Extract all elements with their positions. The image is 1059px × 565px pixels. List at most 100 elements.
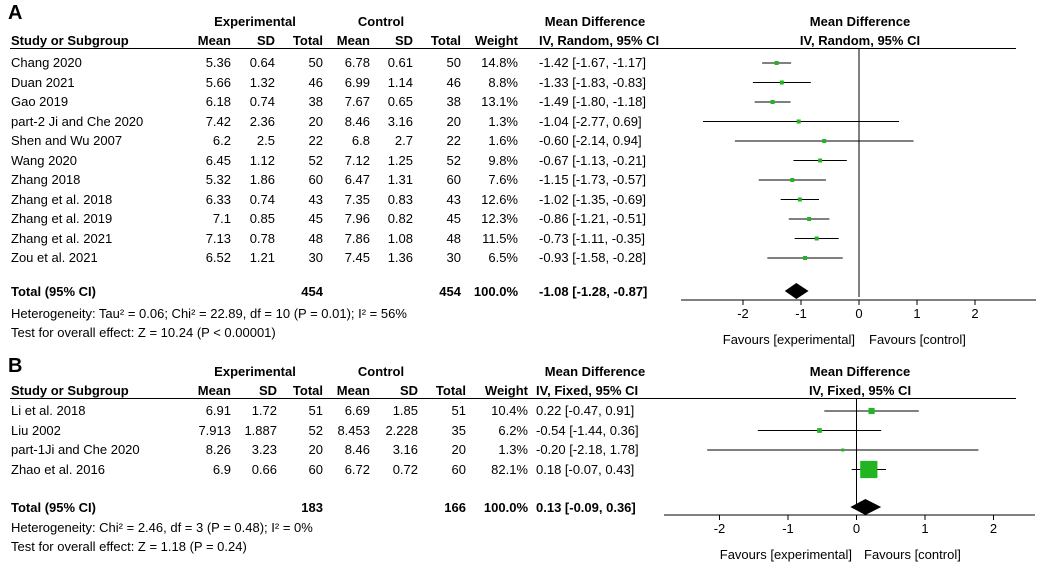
total-ctrl-n: 166 (444, 500, 466, 515)
x-axis-tick-label: 2 (990, 521, 997, 536)
ctrl-mean: 7.96 (344, 211, 370, 226)
forest-plot-a: -2 -1 0 1 2 (681, 48, 1036, 321)
total-ci: 0.13 [-0.09, 0.36] (536, 500, 636, 515)
study-name: Zhao et al. 2016 (11, 461, 105, 477)
exp-total: 45 (308, 211, 323, 226)
exp-total: 22 (308, 133, 323, 148)
weight: 13.1% (481, 94, 518, 109)
control-header: Control (357, 364, 405, 379)
study-marker (814, 236, 819, 241)
study-marker (841, 448, 845, 452)
weight: 1.3% (498, 442, 528, 457)
exp-sd: 0.74 (249, 94, 275, 109)
exp-total: 52 (308, 152, 323, 168)
control-header: Control (357, 14, 405, 29)
ctrl-mean: 6.72 (344, 461, 370, 477)
exp-total: 38 (308, 94, 323, 109)
mean-difference-ci: -1.15 [-1.73, -0.57] (539, 172, 646, 187)
study-name: Zhang et al. 2019 (11, 211, 113, 226)
weight: 11.5% (482, 230, 518, 246)
study-name: part-2 Ji and Che 2020 (11, 113, 144, 129)
exp-sd: 0.85 (249, 211, 275, 226)
exp-sd-header: SD (258, 383, 277, 398)
weight-header: Weight (474, 33, 518, 48)
forest-plot-panel-b: B Experimental Control Mean Difference M… (0, 355, 1059, 563)
total-label: Total (95% CI) (11, 500, 96, 515)
ctrl-mean: 7.12 (344, 152, 370, 168)
favours-control: Favours [control] (869, 332, 966, 347)
weight: 7.6% (488, 172, 518, 187)
heterogeneity-text: Heterogeneity: Tau² = 0.06; Chi² = 22.89… (11, 306, 407, 321)
study-marker (803, 256, 808, 260)
exp-sd: 0.66 (251, 461, 277, 477)
study-name: Zou et al. 2021 (11, 250, 98, 265)
ctrl-total: 35 (451, 422, 466, 438)
ctrl-total: 45 (446, 211, 461, 226)
total-ctrl-n: 454 (439, 284, 461, 299)
exp-sd: 1.12 (249, 152, 275, 168)
ctrl-sd: 0.82 (387, 211, 413, 226)
mean-difference-ci: 0.18 [-0.07, 0.43] (536, 461, 635, 477)
favours-experimental: Favours [experimental] (722, 332, 855, 347)
ctrl-total: 22 (446, 133, 461, 148)
exp-total: 60 (308, 461, 323, 477)
study-name: Zhang et al. 2018 (11, 191, 113, 207)
weight: 9.8% (488, 152, 518, 168)
exp-mean: 6.2 (212, 133, 231, 148)
mean-difference-ci: -1.04 [-2.77, 0.69] (539, 113, 642, 129)
ctrl-mean: 8.46 (344, 113, 370, 129)
ctrl-sd: 0.72 (392, 461, 418, 477)
mean-difference-ci: -1.02 [-1.35, -0.69] (539, 191, 646, 207)
ctrl-total: 51 (451, 403, 466, 418)
mean-difference-ci: -1.42 [-1.67, -1.17] (539, 55, 646, 70)
exp-total: 50 (308, 55, 323, 70)
favours-experimental: Favours [experimental] (719, 547, 852, 562)
exp-sd: 0.64 (249, 55, 275, 70)
total-weight: 100.0% (473, 284, 518, 299)
weight: 1.3% (488, 113, 518, 129)
header-rule (10, 48, 1016, 49)
ctrl-total: 52 (446, 152, 461, 168)
method-header: IV, Fixed, 95% CI (536, 383, 639, 398)
ctrl-sd: 3.16 (387, 113, 413, 129)
study-marker (796, 119, 801, 124)
ctrl-total: 43 (446, 191, 461, 207)
exp-total: 52 (308, 422, 323, 438)
exp-total: 30 (308, 250, 323, 265)
ctrl-total-header: Total (435, 383, 466, 398)
ctrl-mean: 6.69 (344, 403, 370, 418)
study-marker (797, 197, 802, 202)
weight: 14.8% (481, 55, 518, 70)
exp-total-header: Total (292, 383, 323, 398)
study-marker (774, 61, 779, 65)
x-axis-tick-label: -1 (782, 521, 794, 536)
heterogeneity-text: Heterogeneity: Chi² = 2.46, df = 3 (P = … (11, 520, 313, 535)
exp-mean: 7.1 (212, 211, 231, 226)
exp-sd: 1.21 (249, 250, 275, 265)
study-marker (818, 158, 823, 163)
exp-total: 48 (308, 230, 323, 246)
x-axis-tick-label: -1 (795, 306, 807, 321)
exp-sd: 0.74 (249, 191, 275, 207)
ctrl-total: 46 (446, 74, 461, 90)
ctrl-sd: 1.31 (387, 172, 413, 187)
x-axis-tick-label: -2 (737, 306, 749, 321)
method-header: IV, Random, 95% CI (539, 33, 660, 48)
x-axis-tick-label: 1 (921, 521, 928, 536)
ctrl-total: 50 (446, 55, 461, 70)
exp-sd-header: SD (256, 33, 275, 48)
exp-sd: 3.23 (251, 442, 277, 457)
mean-difference-header: Mean Difference (544, 364, 646, 379)
study-marker (817, 428, 822, 433)
ctrl-sd-header: SD (394, 33, 413, 48)
study-name: Zhang 2018 (11, 172, 81, 187)
mean-difference-ci: -1.33 [-1.83, -0.83] (539, 74, 646, 90)
study-name: Zhang et al. 2021 (11, 230, 113, 246)
weight: 1.6% (488, 133, 518, 148)
ctrl-mean: 7.86 (344, 230, 370, 246)
ctrl-mean-header: Mean (336, 383, 370, 398)
ctrl-total: 60 (446, 172, 461, 187)
favours-control: Favours [control] (864, 547, 961, 562)
mean-difference-ci: -1.49 [-1.80, -1.18] (539, 94, 646, 109)
x-axis-tick-label: 0 (855, 306, 862, 321)
